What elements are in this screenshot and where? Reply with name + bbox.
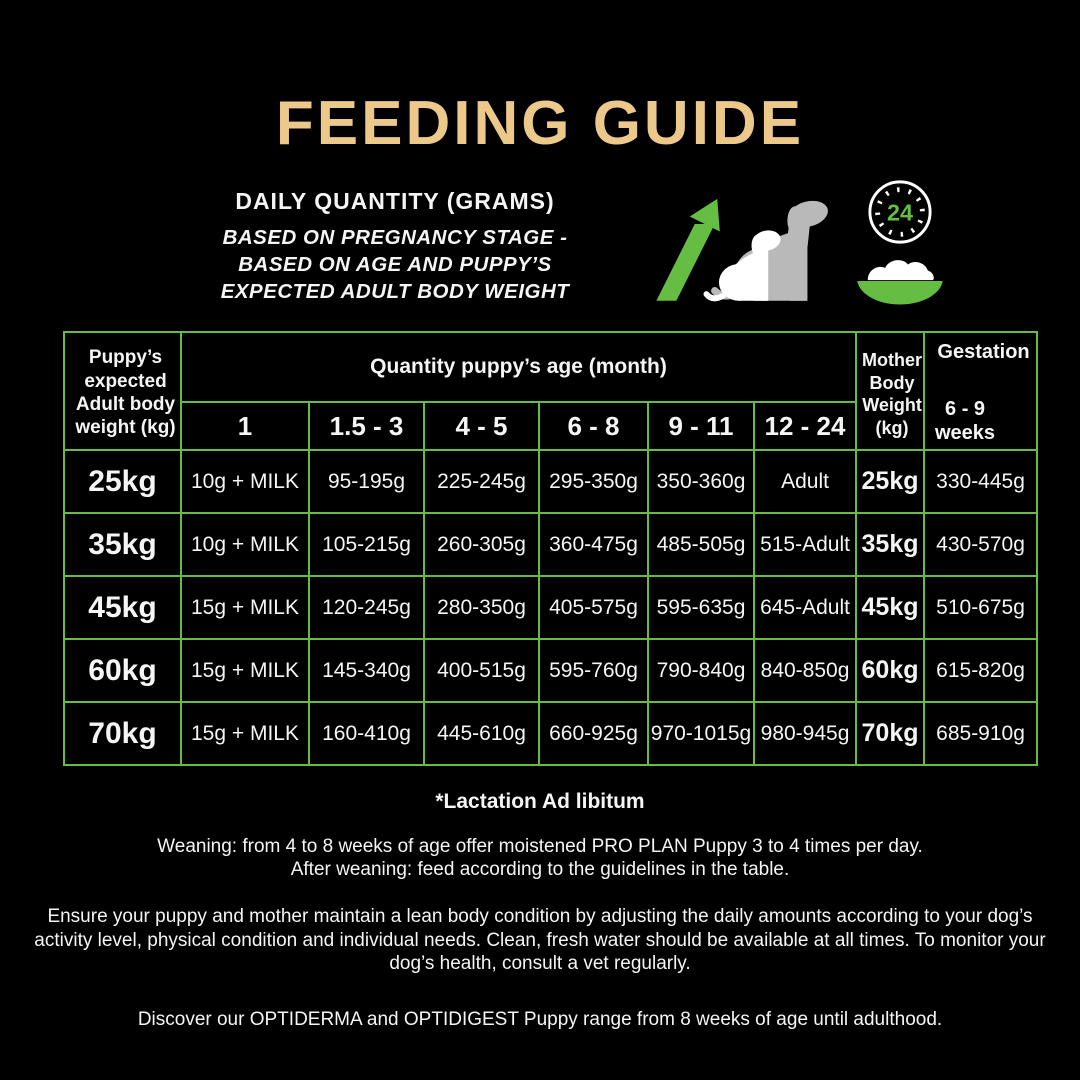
age-group-header: Quantity puppy’s age (month) bbox=[179, 331, 858, 403]
weaning-note-line-1: Weaning: from 4 to 8 weeks of age offer … bbox=[157, 836, 923, 857]
table-header-row: Puppy’s expected Adult body weight (kg) … bbox=[63, 331, 1039, 451]
age-cell: 360-475g bbox=[538, 512, 649, 577]
gestation-cell: 510-675g bbox=[923, 575, 1039, 640]
icon-group: 24 bbox=[648, 176, 948, 308]
age-cell: 120-245g bbox=[308, 575, 425, 640]
age-cell: 840-850g bbox=[752, 638, 858, 703]
age-cell: 595-635g bbox=[647, 575, 755, 640]
gestation-cell: 615-820g bbox=[923, 638, 1039, 703]
age-cell: 145-340g bbox=[308, 638, 425, 703]
clock-24h-icon: 24 bbox=[868, 180, 932, 244]
weaning-note-line-2: After weaning: feed according to the gui… bbox=[290, 859, 790, 880]
age-cell: 980-945g bbox=[752, 701, 858, 766]
gestation-period: 6 - 9 weeks bbox=[935, 398, 996, 444]
age-cell: 260-305g bbox=[423, 512, 540, 577]
weight-cell: 25kg bbox=[63, 449, 182, 514]
age-cell: 225-245g bbox=[423, 449, 540, 514]
age-cell: 515-Adult bbox=[752, 512, 858, 577]
age-column-header: 1 bbox=[180, 401, 310, 451]
age-cell: 595-760g bbox=[538, 638, 649, 703]
mother-weight-header: Mother Body Weight (kg) bbox=[855, 331, 926, 451]
mother-weight-cell: 60kg bbox=[855, 638, 926, 703]
weaning-note: Weaning: from 4 to 8 weeks of age offer … bbox=[0, 835, 1080, 881]
age-cell: 445-610g bbox=[423, 701, 540, 766]
table-subheader-row: 1 1.5 - 3 4 - 5 6 - 8 9 - 11 12 - 24 bbox=[64, 401, 1037, 451]
clock-bowl-column: 24 bbox=[852, 178, 948, 308]
gestation-cell: 685-910g bbox=[923, 701, 1039, 766]
puppy-icon bbox=[703, 230, 781, 302]
subtitle-line-1: BASED ON PREGNANCY STAGE - bbox=[222, 226, 568, 249]
weight-cell: 35kg bbox=[63, 512, 182, 577]
age-cell: 295-350g bbox=[538, 449, 649, 514]
age-cell: 485-505g bbox=[647, 512, 755, 577]
age-column-header: 6 - 8 bbox=[538, 401, 649, 451]
age-cell: 160-410g bbox=[308, 701, 425, 766]
subtitle-line-3: EXPECTED ADULT BODY WEIGHT bbox=[220, 280, 570, 303]
table-row: 45kg 15g + MILK 120-245g 280-350g 405-57… bbox=[63, 575, 1039, 640]
subtitle-block: DAILY QUANTITY (GRAMS) BASED ON PREGNANC… bbox=[75, 188, 715, 305]
growth-arrow-icon bbox=[656, 198, 720, 301]
subtitle-line-2: BASED ON AGE AND PUPPY’S bbox=[238, 253, 552, 276]
age-cell: Adult bbox=[752, 449, 858, 514]
age-column-header: 4 - 5 bbox=[423, 401, 540, 451]
age-cell: 15g + MILK bbox=[180, 701, 310, 766]
mother-weight-cell: 70kg bbox=[855, 701, 926, 766]
age-cell: 400-515g bbox=[423, 638, 540, 703]
age-cell: 660-925g bbox=[538, 701, 649, 766]
weight-cell: 70kg bbox=[63, 701, 182, 766]
age-cell: 10g + MILK bbox=[180, 449, 310, 514]
age-cell: 405-575g bbox=[538, 575, 649, 640]
mother-weight-cell: 25kg bbox=[855, 449, 926, 514]
table-row: 60kg 15g + MILK 145-340g 400-515g 595-76… bbox=[63, 638, 1039, 703]
age-cell: 10g + MILK bbox=[180, 512, 310, 577]
age-column-header: 1.5 - 3 bbox=[308, 401, 425, 451]
gestation-cell: 430-570g bbox=[923, 512, 1039, 577]
table-row: 25kg 10g + MILK 95-195g 225-245g 295-350… bbox=[63, 449, 1039, 514]
table-row: 35kg 10g + MILK 105-215g 260-305g 360-47… bbox=[63, 512, 1039, 577]
footnotes-block: *Lactation Ad libitum Weaning: from 4 to… bbox=[0, 790, 1080, 1031]
weight-cell: 45kg bbox=[63, 575, 182, 640]
age-cell: 280-350g bbox=[423, 575, 540, 640]
gestation-cell: 330-445g bbox=[923, 449, 1039, 514]
age-cell: 350-360g bbox=[647, 449, 755, 514]
lactation-note: *Lactation Ad libitum bbox=[435, 790, 645, 813]
subtitle-heading: DAILY QUANTITY (GRAMS) bbox=[235, 188, 555, 214]
mother-weight-cell: 45kg bbox=[855, 575, 926, 640]
age-cell: 105-215g bbox=[308, 512, 425, 577]
age-cell: 15g + MILK bbox=[180, 575, 310, 640]
corner-header: Puppy’s expected Adult body weight (kg) bbox=[63, 331, 182, 451]
clock-24-label: 24 bbox=[887, 200, 913, 226]
age-cell: 15g + MILK bbox=[180, 638, 310, 703]
gestation-header-cell: Gestation 6 - 9 weeks bbox=[923, 331, 1039, 451]
gestation-header: Gestation bbox=[937, 341, 1030, 363]
age-column-header: 9 - 11 bbox=[647, 401, 755, 451]
age-cell: 790-840g bbox=[647, 638, 755, 703]
page-title: FEEDING GUIDE bbox=[275, 89, 805, 158]
food-bowl-icon bbox=[857, 260, 943, 305]
discover-note: Discover our OPTIDERMA and OPTIDIGEST Pu… bbox=[137, 1008, 943, 1030]
age-column-header: 12 - 24 bbox=[752, 401, 858, 451]
age-cell: 645-Adult bbox=[752, 575, 858, 640]
mother-weight-cell: 35kg bbox=[855, 512, 926, 577]
growth-dogs-icon bbox=[656, 198, 828, 302]
care-note: Ensure your puppy and mother maintain a … bbox=[34, 906, 1046, 974]
age-cell: 970-1015g bbox=[647, 701, 755, 766]
weight-cell: 60kg bbox=[63, 638, 182, 703]
feeding-table: Puppy’s expected Adult body weight (kg) … bbox=[63, 331, 1039, 766]
table-row: 70kg 15g + MILK 160-410g 445-610g 660-92… bbox=[63, 701, 1039, 766]
age-cell: 95-195g bbox=[308, 449, 425, 514]
